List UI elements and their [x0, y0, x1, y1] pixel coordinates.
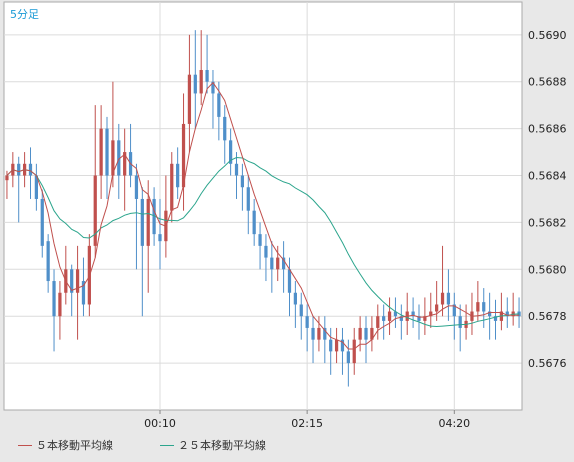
- candle-body: [117, 140, 121, 176]
- x-tick-label: 04:20: [438, 417, 470, 430]
- candle-body: [452, 304, 456, 317]
- candle-body: [134, 175, 139, 199]
- candle-body: [181, 123, 186, 188]
- candle-body: [246, 187, 250, 211]
- y-tick-label: 0.5690: [528, 29, 567, 42]
- candle-body: [111, 140, 115, 176]
- candle-body: [264, 245, 268, 258]
- y-tick-label: 0.5680: [528, 263, 567, 276]
- candle-body: [58, 292, 62, 317]
- candle-body: [70, 269, 74, 293]
- candle-body: [393, 311, 398, 317]
- candle-body: [146, 198, 150, 246]
- candle-body: [105, 128, 109, 176]
- candle-body: [435, 304, 439, 312]
- candle-body: [152, 198, 156, 235]
- candle-body: [252, 210, 256, 235]
- candle-body: [217, 93, 221, 117]
- x-tick-label: 02:15: [291, 417, 323, 430]
- candle-body: [458, 316, 462, 328]
- candle-body: [370, 327, 374, 340]
- candle-body: [28, 163, 33, 176]
- candle-body: [429, 311, 433, 317]
- candle-body: [417, 316, 421, 321]
- y-tick-label: 0.5676: [528, 357, 567, 370]
- candle-body: [334, 339, 339, 352]
- candle-body: [52, 281, 56, 317]
- ma5-line: [6, 81, 520, 350]
- ma25-line: [6, 156, 520, 328]
- candle-body: [476, 302, 480, 312]
- candle-body: [411, 311, 415, 317]
- candle-body: [40, 198, 44, 246]
- candle-body: [234, 163, 239, 176]
- candle-body: [423, 316, 427, 321]
- candle-body: [199, 70, 203, 94]
- legend-ma25: ２５本移動平均線: [160, 437, 266, 453]
- legend-ma5: ５本移動平均線: [18, 437, 113, 453]
- candle-body: [258, 234, 262, 246]
- candle-body: [93, 175, 97, 246]
- candle-body: [317, 327, 321, 340]
- candle-body: [493, 316, 498, 321]
- candle-body: [123, 152, 127, 176]
- candle-body: [205, 70, 209, 82]
- candle-body: [382, 316, 386, 321]
- candle-body: [293, 292, 297, 305]
- y-tick-label: 0.5688: [528, 76, 567, 89]
- candle-body: [5, 175, 9, 181]
- candle-body: [440, 292, 445, 305]
- candle-body: [46, 241, 50, 282]
- candle-body: [376, 316, 380, 328]
- y-tick-label: 0.5678: [528, 310, 567, 323]
- candle-body: [329, 339, 333, 352]
- candle-body: [158, 234, 162, 242]
- y-tick-label: 0.5682: [528, 216, 567, 229]
- candle-body: [305, 316, 309, 328]
- candle-body: [346, 351, 350, 364]
- candle-body: [187, 74, 192, 124]
- candle-body: [387, 311, 392, 321]
- candle-body: [364, 327, 368, 340]
- candle-body: [505, 311, 509, 317]
- candle-body: [229, 140, 233, 164]
- candle-body: [81, 281, 86, 305]
- candle-body: [340, 339, 345, 352]
- candle-body: [240, 175, 245, 188]
- candle-body: [323, 327, 327, 340]
- x-tick-label: 00:10: [144, 417, 176, 430]
- candle-body: [352, 339, 356, 364]
- candle-body: [281, 257, 286, 270]
- candle-body: [299, 304, 303, 317]
- candle-body: [140, 198, 144, 246]
- candle-body: [176, 163, 180, 188]
- plot-area: [3, 1, 523, 411]
- y-tick-label: 0.5684: [528, 170, 567, 183]
- candle-body: [75, 269, 80, 293]
- candle-body: [482, 302, 486, 312]
- candle-body: [17, 163, 21, 176]
- candle-body: [170, 163, 174, 211]
- timeframe-label: 5分足: [10, 8, 39, 21]
- candle-body: [311, 327, 315, 340]
- candle-body: [34, 175, 38, 199]
- candle-body: [193, 74, 197, 94]
- legend-ma25-label: ２５本移動平均線: [178, 439, 266, 452]
- candle-body: [270, 257, 274, 270]
- candle-body: [488, 311, 492, 317]
- legend-ma5-label: ５本移動平均線: [36, 439, 113, 452]
- candle-body: [211, 81, 215, 94]
- ma5-swatch: [18, 444, 32, 446]
- candle-body: [358, 327, 362, 340]
- ma25-swatch: [160, 444, 174, 446]
- candle-body: [399, 316, 403, 321]
- candle-body: [287, 269, 292, 293]
- candle-body: [446, 292, 451, 305]
- candle-body: [223, 116, 227, 141]
- y-tick-label: 0.5686: [528, 123, 567, 136]
- candle-body: [276, 257, 280, 270]
- candle-body: [99, 128, 103, 176]
